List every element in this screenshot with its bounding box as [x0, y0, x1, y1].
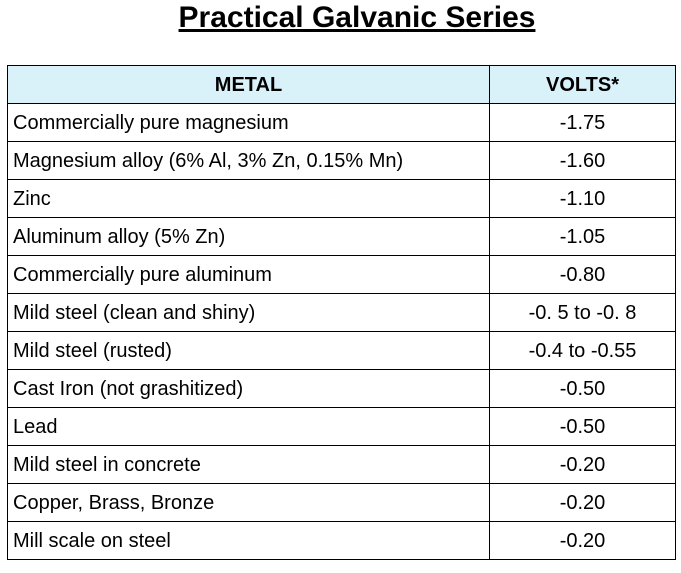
metal-cell: Aluminum alloy (5% Zn) [7, 217, 490, 256]
volts-cell: -0.50 [489, 369, 676, 408]
volts-cell: -0.80 [489, 255, 676, 294]
table-row: Aluminum alloy (5% Zn) -1.05 [7, 217, 676, 256]
metal-cell: Commercially pure magnesium [7, 103, 490, 142]
table-row: Zinc -1.10 [7, 179, 676, 218]
table-body: Commercially pure magnesium -1.75 Magnesiu… [7, 103, 676, 560]
table-row: Cast Iron (not grashitized) -0.50 [7, 369, 676, 408]
table-row: Mild steel (rusted) -0.4 to -0.55 [7, 331, 676, 370]
volts-cell: -1.60 [489, 141, 676, 180]
metal-cell: Mild steel in concrete [7, 445, 490, 484]
metal-cell: Mild steel (rusted) [7, 331, 490, 370]
volts-cell: -0.4 to -0.55 [489, 331, 676, 370]
galvanic-table: METAL VOLTS* Commercially pure magnesium… [7, 65, 676, 560]
metal-cell: Magnesium alloy (6% Al, 3% Zn, 0.15% Mn) [7, 141, 490, 180]
volts-cell: -0.20 [489, 483, 676, 522]
table-row: Magnesium alloy (6% Al, 3% Zn, 0.15% Mn)… [7, 141, 676, 180]
table-head: METAL VOLTS* [7, 65, 676, 104]
table-row: Mill scale on steel -0.20 [7, 521, 676, 560]
table-row: Commercially pure aluminum -0.80 [7, 255, 676, 294]
column-header: METAL [7, 65, 490, 104]
table-row: Mild steel in concrete -0.20 [7, 445, 676, 484]
volts-cell: -1.75 [489, 103, 676, 142]
volts-cell: -0. 5 to -0. 8 [489, 293, 676, 332]
metal-cell: Mild steel (clean and shiny) [7, 293, 490, 332]
volts-cell: -1.10 [489, 179, 676, 218]
metal-cell: Mill scale on steel [7, 521, 490, 560]
volts-cell: -1.05 [489, 217, 676, 256]
metal-cell: Zinc [7, 179, 490, 218]
header-row: METAL VOLTS* [7, 65, 676, 104]
column-header: VOLTS* [489, 65, 676, 104]
metal-cell: Lead [7, 407, 490, 446]
title: Practical Galvanic Series [178, 1, 536, 34]
volts-cell: -0.20 [489, 521, 676, 560]
table-row: Mild steel (clean and shiny) -0. 5 to -0.… [7, 293, 676, 332]
metal-cell: Commercially pure aluminum [7, 255, 490, 294]
metal-cell: Copper, Brass, Bronze [7, 483, 490, 522]
table-row: Lead -0.50 [7, 407, 676, 446]
volts-cell: -0.20 [489, 445, 676, 484]
table-row: Copper, Brass, Bronze -0.20 [7, 483, 676, 522]
table-row: Commercially pure magnesium -1.75 [7, 103, 676, 142]
volts-cell: -0.50 [489, 407, 676, 446]
metal-cell: Cast Iron (not grashitized) [7, 369, 490, 408]
